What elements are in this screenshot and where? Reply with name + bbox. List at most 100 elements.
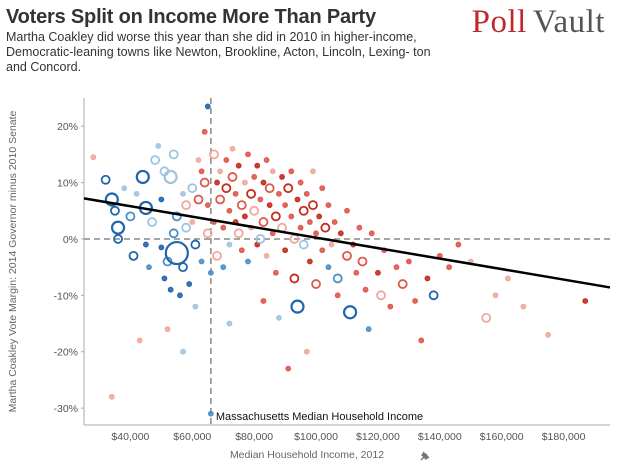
town-point [368,230,375,237]
town-point [167,286,174,293]
town-point [90,154,97,161]
town-point [294,196,301,203]
town-point [297,179,304,186]
town-point [223,157,230,163]
town-point [362,286,369,293]
town-point [187,183,198,194]
town-point [328,241,335,248]
reference-line-label: Massachusetts Median Household Income [216,411,423,423]
pin-icon[interactable] [420,451,430,461]
town-point [215,194,226,205]
town-point [308,200,318,211]
town-point [303,348,310,355]
town-point [260,298,267,304]
town-point [161,275,168,282]
y-tick-label: 10% [57,178,78,190]
town-point [260,179,267,186]
y-tick-label: -30% [53,403,78,415]
town-point [251,174,258,180]
town-point [303,190,310,197]
town-point [306,219,313,225]
town-point [393,264,400,271]
town-point [298,205,309,216]
town-point [178,262,188,273]
town-point [282,202,289,209]
town-point [337,230,344,237]
x-tick-label: $180,000 [542,431,586,443]
town-point [181,222,192,233]
town-point [397,279,408,289]
ticks-layer: 20% 10% 0% -10% -20% -30% $40,000 $60,000 $80,00… [53,121,585,443]
town-point [257,196,264,203]
town-point [342,250,352,261]
town-point [121,185,128,192]
town-point [306,258,313,265]
y-tick-label: 20% [57,121,78,133]
town-point [125,211,136,222]
town-point [264,183,275,194]
town-point [158,196,165,203]
town-point [266,202,273,209]
town-point [245,151,251,158]
logo-poll: Poll [471,4,527,40]
town-point [180,348,186,355]
town-point [226,241,233,248]
town-point [236,200,247,211]
town-point [168,228,179,239]
x-tick-label: $120,000 [356,431,400,443]
town-point [136,337,143,344]
town-point [207,410,214,417]
town-point [217,168,224,175]
town-point [582,298,589,304]
town-point [113,234,123,244]
town-point [100,174,111,185]
town-point [226,320,233,327]
town-point [353,269,360,276]
town-point [310,168,316,175]
town-point [276,190,282,197]
town-point [405,258,412,265]
town-point [241,179,248,186]
town-point [226,207,233,214]
town-point [238,247,245,254]
town-point [331,219,338,225]
town-point [319,247,326,254]
town-point [198,168,205,175]
town-point [316,213,323,220]
x-tick-label: $80,000 [235,431,273,443]
town-point [357,256,368,267]
town-point [258,217,269,227]
town-point [198,258,205,265]
town-point [195,157,202,163]
town-point [245,258,251,265]
town-point [520,303,527,310]
town-point [545,331,552,338]
x-tick-label: $140,000 [418,431,462,443]
town-point [298,239,309,250]
town-point [227,172,238,182]
town-point [193,194,204,205]
town-point [233,228,244,239]
chart-subtitle: Martha Coakley did worse this year than … [6,30,431,74]
town-point [110,220,126,235]
town-point [269,168,276,175]
town-point [201,128,208,135]
town-point [446,264,453,271]
town-point [110,205,120,216]
town-point [146,264,152,271]
town-point [220,264,227,271]
x-tick-label: $160,000 [480,431,524,443]
town-point [171,211,182,222]
town-point [311,279,321,289]
y-tick-label: -20% [53,347,78,359]
y-tick-label: 0% [63,234,78,246]
chart-title: Voters Split on Income More Than Party [6,6,376,28]
town-point [424,275,431,282]
town-point [412,298,418,304]
town-point [325,264,332,271]
town-point [135,169,150,185]
town-point [504,275,511,282]
x-tick-label: $100,000 [294,431,338,443]
town-point [325,202,332,209]
